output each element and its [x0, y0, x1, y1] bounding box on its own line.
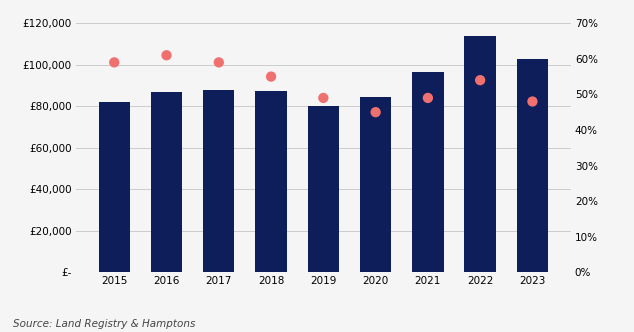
Bar: [98, 102, 130, 272]
Point: [109, 60, 119, 65]
Bar: [151, 92, 182, 272]
Point: [162, 52, 172, 58]
Point: [527, 99, 538, 104]
Bar: [203, 90, 235, 272]
Point: [266, 74, 276, 79]
Point: [370, 110, 380, 115]
Bar: [517, 59, 548, 272]
Bar: [307, 106, 339, 272]
Point: [423, 95, 433, 101]
Bar: [360, 97, 391, 272]
Bar: [412, 72, 444, 272]
Bar: [256, 91, 287, 272]
Point: [214, 60, 224, 65]
Bar: [465, 36, 496, 272]
Point: [475, 77, 485, 83]
Text: Source: Land Registry & Hamptons: Source: Land Registry & Hamptons: [13, 319, 195, 329]
Point: [318, 95, 328, 101]
